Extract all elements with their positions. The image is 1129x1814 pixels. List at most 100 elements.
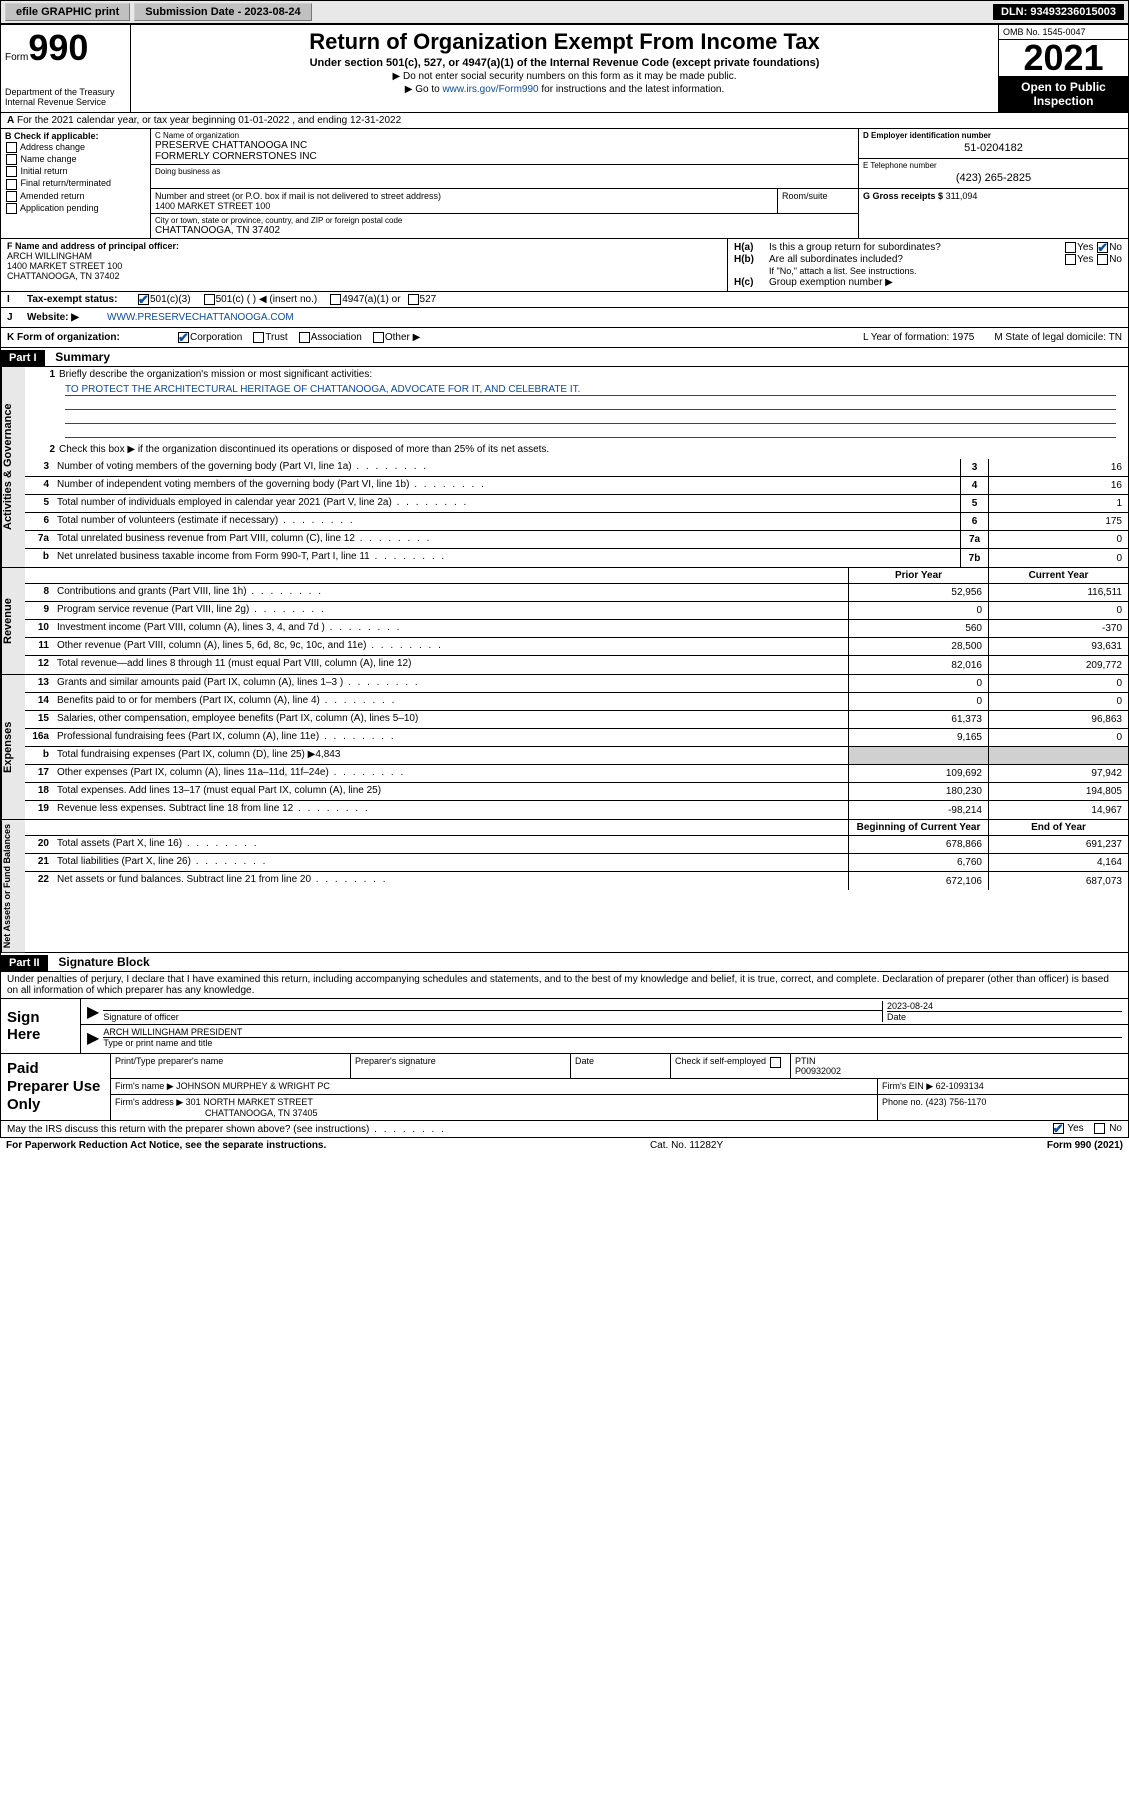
section-f-h: F Name and address of principal officer:…	[0, 239, 1129, 292]
line-12: 12Total revenue—add lines 8 through 11 (…	[25, 656, 1128, 674]
org-name-label: C Name of organization	[155, 131, 854, 140]
q2-text: Check this box ▶ if the organization dis…	[59, 444, 549, 455]
sign-here-block: Sign Here ▶ Signature of officer 2023-08…	[0, 999, 1129, 1054]
firm-phone-label: Phone no.	[882, 1097, 923, 1107]
state-domicile: TN	[1109, 332, 1122, 343]
sign-arrow-icon-2: ▶	[87, 1028, 99, 1048]
mission-blank-3	[65, 426, 1116, 438]
chk-trust[interactable]	[253, 332, 264, 343]
firm-phone-value: (423) 756-1170	[926, 1097, 987, 1107]
form-org-label: K Form of organization:	[7, 332, 177, 343]
hc-label: H(c)	[734, 277, 769, 288]
firm-ein-value: 62-1093134	[936, 1081, 984, 1091]
firm-addr1-value: 301 NORTH MARKET STREET	[186, 1097, 313, 1107]
line-11: 11Other revenue (Part VIII, column (A), …	[25, 638, 1128, 656]
hb-note: If "No," attach a list. See instructions…	[769, 266, 916, 276]
title-box: Return of Organization Exempt From Incom…	[131, 25, 998, 112]
form-number: 990	[28, 27, 88, 68]
chk-initial-return[interactable]: Initial return	[5, 166, 146, 177]
note-link: ▶ Go to www.irs.gov/Form990 for instruct…	[139, 84, 990, 95]
firm-ein-label: Firm's EIN ▶	[882, 1081, 933, 1091]
officer-addr1: 1400 MARKET STREET 100	[7, 261, 721, 271]
chk-corp[interactable]	[178, 332, 189, 343]
sig-officer-label: Signature of officer	[103, 1010, 882, 1022]
footer-row: For Paperwork Reduction Act Notice, see …	[0, 1138, 1129, 1153]
prep-date-label: Date	[571, 1054, 671, 1078]
part-ii-header: Part II Signature Block	[0, 953, 1129, 972]
line-k: K Form of organization: Corporation Trus…	[0, 328, 1129, 348]
irs-label: Internal Revenue Service	[5, 97, 126, 107]
ein-value: 51-0204182	[863, 140, 1124, 156]
tax-year: 2021	[999, 40, 1128, 76]
year-formation: 1975	[952, 332, 974, 343]
sidebar-expenses: Expenses	[1, 675, 25, 819]
discuss-no[interactable]	[1094, 1123, 1105, 1134]
expenses-section: Expenses 13Grants and similar amounts pa…	[0, 675, 1129, 820]
tax-status-label: Tax-exempt status:	[27, 294, 137, 305]
form-number-box: Form990 Department of the Treasury Inter…	[1, 25, 131, 112]
firm-name-value: JOHNSON MURPHEY & WRIGHT PC	[176, 1081, 330, 1091]
gross-label: G Gross receipts $	[863, 191, 943, 201]
chk-assoc[interactable]	[299, 332, 310, 343]
dln-label: DLN: 93493236015003	[993, 4, 1124, 20]
part-i-header: Part I Summary	[0, 348, 1129, 367]
governance-section: Activities & Governance 1Briefly describ…	[0, 367, 1129, 568]
line-7a: 7aTotal unrelated business revenue from …	[25, 531, 1128, 549]
chk-other[interactable]	[373, 332, 384, 343]
prep-name-label: Print/Type preparer's name	[111, 1054, 351, 1078]
chk-527[interactable]	[408, 294, 419, 305]
chk-name-change[interactable]: Name change	[5, 154, 146, 165]
line-19: 19Revenue less expenses. Subtract line 1…	[25, 801, 1128, 819]
website-value[interactable]: WWW.PRESERVECHATTANOOGA.COM	[107, 312, 294, 323]
firm-name-label: Firm's name ▶	[115, 1081, 174, 1091]
phone-label: E Telephone number	[863, 161, 1124, 170]
sig-date: 2023-08-24	[887, 1001, 1122, 1011]
ptin-value: P00932002	[795, 1066, 1124, 1076]
date-label: Date	[887, 1011, 1122, 1022]
form-footer: Form 990 (2021)	[1047, 1140, 1123, 1151]
entity-block: B Check if applicable: Address change Na…	[0, 129, 1129, 239]
line-22: 22Net assets or fund balances. Subtract …	[25, 872, 1128, 890]
form-subtitle: Under section 501(c), 527, or 4947(a)(1)…	[139, 57, 990, 69]
line-10: 10Investment income (Part VIII, column (…	[25, 620, 1128, 638]
line-8: 8Contributions and grants (Part VIII, li…	[25, 584, 1128, 602]
sidebar-revenue: Revenue	[1, 568, 25, 674]
self-employed-check[interactable]: Check if self-employed	[671, 1054, 791, 1078]
year-box: OMB No. 1545-0047 2021 Open to Public In…	[998, 25, 1128, 112]
ha-text: Is this a group return for subordinates?	[769, 242, 1027, 253]
chk-final-return[interactable]: Final return/terminated	[5, 178, 146, 189]
chk-address-change[interactable]: Address change	[5, 142, 146, 153]
sign-here-label: Sign Here	[1, 999, 81, 1053]
chk-4947[interactable]	[330, 294, 341, 305]
discuss-yes[interactable]	[1053, 1123, 1064, 1134]
chk-application[interactable]: Application pending	[5, 203, 146, 214]
phone-value: (423) 265-2825	[863, 170, 1124, 186]
irs-link[interactable]: www.irs.gov/Form990	[442, 84, 538, 95]
efile-button[interactable]: efile GRAPHIC print	[5, 3, 130, 21]
org-name-1: PRESERVE CHATTANOOGA INC	[155, 140, 854, 151]
prep-row-1: Print/Type preparer's name Preparer's si…	[111, 1054, 1128, 1079]
prior-year-hdr: Prior Year	[848, 568, 988, 584]
city-value: CHATTANOOGA, TN 37402	[155, 225, 854, 236]
part-i-label: Part I	[1, 350, 45, 366]
form-header: Form990 Department of the Treasury Inter…	[0, 24, 1129, 113]
chk-amended[interactable]: Amended return	[5, 191, 146, 202]
website-label: Website: ▶	[27, 312, 107, 323]
officer-type-label: Type or print name and title	[103, 1037, 1122, 1048]
sidebar-net-assets: Net Assets or Fund Balances	[1, 820, 25, 952]
ha-no[interactable]	[1097, 242, 1108, 253]
street-label: Number and street (or P.O. box if mail i…	[155, 191, 773, 201]
hb-no[interactable]	[1097, 254, 1108, 265]
hb-label: H(b)	[734, 254, 769, 265]
discuss-row: May the IRS discuss this return with the…	[0, 1121, 1129, 1137]
net-assets-section: Net Assets or Fund Balances Beginning of…	[0, 820, 1129, 953]
chk-501c[interactable]	[204, 294, 215, 305]
hb-yes[interactable]	[1065, 254, 1076, 265]
ha-yes[interactable]	[1065, 242, 1076, 253]
ein-label: D Employer identification number	[863, 131, 1124, 140]
chk-501c3[interactable]	[138, 294, 149, 305]
q1-label: Briefly describe the organization's miss…	[59, 369, 372, 380]
open-public: Open to Public Inspection	[999, 76, 1128, 112]
hb-text: Are all subordinates included?	[769, 254, 1027, 265]
form-title: Return of Organization Exempt From Incom…	[139, 29, 990, 55]
